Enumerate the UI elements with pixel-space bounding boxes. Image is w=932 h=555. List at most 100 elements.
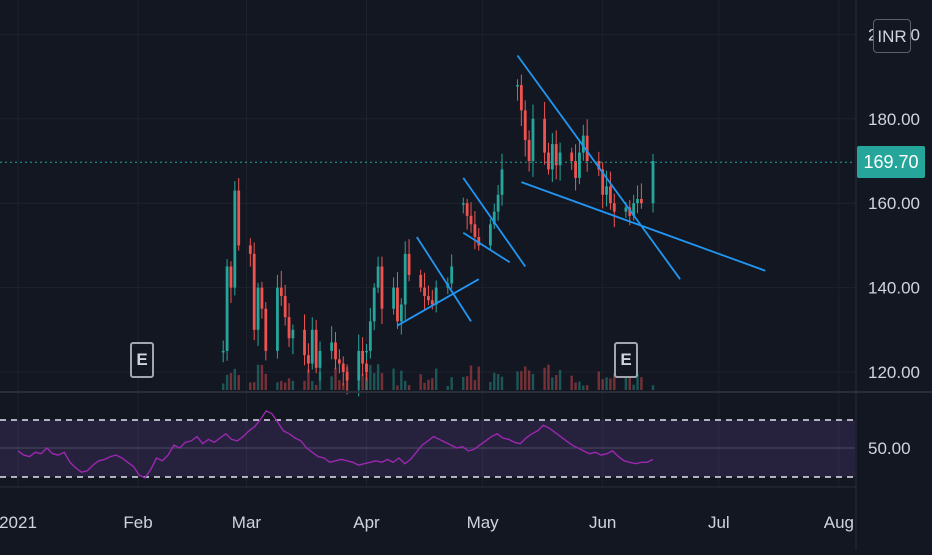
candle-body <box>368 321 372 351</box>
candle-body <box>233 190 237 288</box>
candle-body <box>469 215 473 225</box>
volume-bar <box>423 382 426 390</box>
volume-bar <box>392 368 395 390</box>
rsi-axis[interactable]: 50.00 <box>868 439 911 458</box>
trendline-5 <box>416 236 472 322</box>
time-axis[interactable]: 2021 Feb Mar Apr May Jun Jul Aug <box>0 513 854 532</box>
time-tick-label: May <box>467 513 500 532</box>
candle-body <box>461 203 465 205</box>
volume-bar <box>365 378 368 390</box>
price-tick-label: 180.00 <box>868 110 920 129</box>
time-tick-label: Aug <box>824 513 854 532</box>
candle-body <box>558 152 562 166</box>
price-tick-label: 160.00 <box>868 194 920 213</box>
candle-body <box>283 296 287 318</box>
candle-body <box>574 161 577 178</box>
volume-bar <box>338 380 341 390</box>
volume-bar <box>376 364 380 390</box>
volume-bar <box>613 373 616 390</box>
candle-body <box>229 266 233 288</box>
candle-body <box>330 342 334 351</box>
candle-body <box>291 329 295 339</box>
volume-bars <box>222 364 655 390</box>
candle-body <box>372 287 376 322</box>
volume-bar <box>380 373 384 390</box>
candle-body <box>550 144 554 170</box>
candle-body <box>450 266 454 284</box>
candle-body <box>605 186 608 195</box>
candle-body <box>423 287 426 297</box>
volume-bar <box>256 364 260 390</box>
volume-bar <box>578 381 581 390</box>
volume-bar <box>543 367 546 390</box>
volume-bar <box>404 380 407 390</box>
volume-bar <box>493 372 496 390</box>
volume-bar <box>496 374 500 390</box>
candle-body <box>516 85 519 87</box>
candle-body <box>523 110 527 140</box>
earnings-marker-2[interactable]: E <box>614 342 638 378</box>
volume-bar <box>400 370 403 390</box>
candle-body <box>434 287 438 305</box>
volume-bar <box>307 369 310 390</box>
time-tick-label: Jul <box>708 513 730 532</box>
volume-bar <box>597 371 600 390</box>
candle-body <box>260 287 264 309</box>
candle-body <box>500 169 504 195</box>
candle-body <box>376 266 380 288</box>
candle-body <box>477 236 481 246</box>
volume-bar <box>640 377 643 390</box>
candle-body <box>527 139 531 161</box>
volume-bar <box>303 380 306 390</box>
candle-body <box>264 308 268 351</box>
candle-body <box>585 135 589 161</box>
volume-bar <box>609 378 612 390</box>
volume-bar <box>373 373 376 390</box>
volume-bar <box>636 373 639 390</box>
candle-body <box>488 224 492 246</box>
candle-body <box>547 152 550 170</box>
volume-bar <box>477 366 480 390</box>
candle-body <box>357 350 361 381</box>
candle-body <box>318 350 322 368</box>
candle-body <box>403 253 407 305</box>
volume-bar <box>260 364 264 390</box>
candle-body <box>303 329 306 356</box>
candle-body <box>279 287 283 297</box>
volume-bar <box>431 378 434 390</box>
earnings-marker-1[interactable]: E <box>130 342 154 378</box>
volume-bar <box>632 384 635 390</box>
time-tick-label: 2021 <box>0 513 37 532</box>
volume-bar <box>318 371 322 390</box>
volume-bar <box>419 374 422 390</box>
volume-bar <box>283 382 287 390</box>
volume-bar <box>551 377 554 390</box>
candle-body <box>392 287 395 309</box>
grid-lines <box>0 0 855 487</box>
candle-body <box>341 363 345 372</box>
volume-bar <box>547 364 550 390</box>
volume-bar <box>407 385 411 390</box>
candle-body <box>276 287 279 351</box>
candle-body <box>651 161 655 204</box>
volume-bar <box>287 378 291 390</box>
trendline-4 <box>462 231 511 264</box>
candle-body <box>334 342 337 360</box>
currency-badge[interactable]: INR <box>873 19 911 53</box>
candlestick-series <box>221 74 655 397</box>
volume-bar <box>462 376 465 390</box>
rsi-tick-label: 50.00 <box>868 439 911 458</box>
volume-bar <box>396 385 399 390</box>
volume-bar <box>225 374 229 390</box>
trendline-1 <box>516 54 681 280</box>
candle-body <box>632 203 636 216</box>
candle-body <box>396 287 399 322</box>
candle-body <box>492 211 496 225</box>
time-tick-label: Feb <box>123 513 152 532</box>
volume-bar <box>330 376 333 390</box>
candle-body <box>365 350 368 353</box>
trendlines[interactable] <box>397 54 766 327</box>
